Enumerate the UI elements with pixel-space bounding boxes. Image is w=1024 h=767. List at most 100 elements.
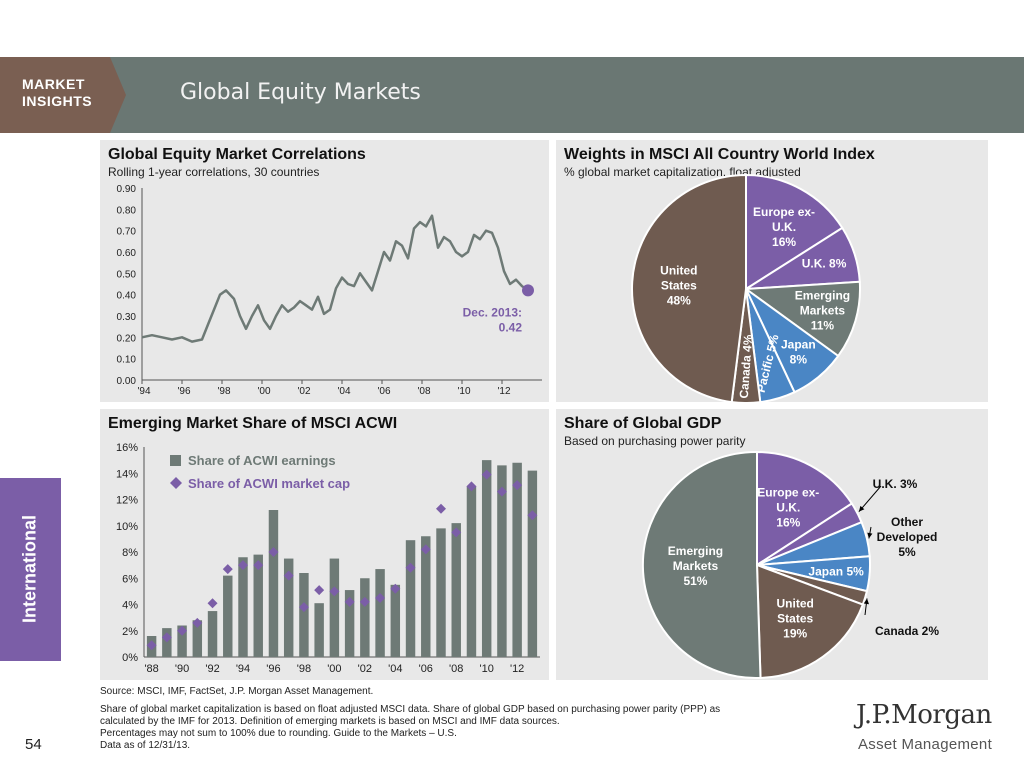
- x-tick-label: '94: [236, 663, 250, 675]
- x-tick-label: '92: [205, 663, 219, 675]
- earnings-bar: [390, 584, 401, 657]
- market-cap-marker: [496, 486, 507, 497]
- em-share-panel: Emerging Market Share of MSCI ACWI 0% 2% 4…: [100, 409, 549, 680]
- y-tick-label: 14%: [116, 468, 138, 480]
- pie-label-line: United: [777, 596, 814, 610]
- earnings-bar: [177, 625, 187, 657]
- legend-label-market-cap: Share of ACWI market cap: [188, 476, 350, 491]
- x-tick-label: '88: [144, 663, 158, 675]
- earnings-bar: [299, 573, 309, 657]
- market-cap-marker: [329, 586, 340, 597]
- x-tick-label: '08: [417, 386, 430, 397]
- y-tick-label: 0.00: [117, 376, 137, 387]
- y-tick-label: 0.80: [117, 205, 137, 216]
- pie-slice-label: Europe ex-U.K.16%: [753, 205, 815, 249]
- pie-label-line: U.K. 3%: [873, 477, 918, 491]
- earnings-bar: [481, 460, 492, 657]
- logo-wordmark: J.P.Morgan: [856, 700, 992, 730]
- pie-slice-label: Europe ex-U.K.16%: [757, 485, 819, 529]
- pie-slice: [730, 288, 762, 402]
- brand-line-2: INSIGHTS: [22, 93, 93, 109]
- earnings-bar: [466, 486, 477, 657]
- y-tick-label: 0.90: [117, 184, 137, 195]
- x-tick-label: '00: [327, 663, 341, 675]
- y-tick-label: 0.50: [117, 269, 137, 280]
- market-cap-marker: [146, 640, 157, 651]
- x-tick-label: '94: [137, 386, 150, 397]
- correlations-chart: 0.00 0.10 0.20 0.30 0.40 0.50 0.60 0.70 0.80 0.90…: [117, 184, 542, 397]
- pie-slice-label: U.K. 3%: [873, 477, 918, 491]
- pie-slice-label: Canada 2%: [875, 624, 939, 638]
- earnings-bar: [421, 536, 431, 657]
- x-tick-label: '02: [358, 663, 372, 675]
- pie-label-line: 19%: [783, 626, 807, 640]
- pie-leader-arrow: [863, 598, 869, 605]
- msci-weights-chart: Europe ex-U.K.16%U.K. 8%EmergingMarkets1…: [631, 173, 862, 402]
- section-tab: [0, 478, 61, 661]
- market-cap-marker: [253, 560, 264, 571]
- y-tick-label: 0.30: [117, 312, 137, 323]
- legend-swatch-market-cap: [170, 477, 182, 489]
- pie-label-line: Japan 5%: [808, 564, 864, 578]
- pie-label-line: Canada 4%: [737, 334, 755, 399]
- earnings-bar: [192, 620, 203, 657]
- x-tick-label: '12: [510, 663, 524, 675]
- msci-weights-panel: Weights in MSCI All Country World Index …: [556, 140, 988, 402]
- y-tick-label: 0.40: [117, 291, 137, 302]
- market-cap-marker: [177, 625, 188, 636]
- pie-label-line: Markets: [673, 559, 719, 573]
- y-tick-label: 2%: [122, 626, 138, 638]
- brand-tab: [0, 57, 110, 133]
- pie-label-line: 16%: [776, 515, 800, 529]
- earnings-bar: [223, 575, 233, 657]
- pie-leader-arrow: [858, 505, 865, 512]
- market-cap-marker: [268, 547, 279, 557]
- pie-label-line: 48%: [667, 293, 691, 307]
- x-tick-label: '90: [175, 663, 189, 675]
- y-tick-label: 6%: [122, 573, 138, 585]
- earnings-bar: [253, 554, 263, 657]
- earnings-bar: [329, 558, 340, 657]
- dec-2013-marker: [522, 284, 534, 297]
- earnings-bar: [314, 603, 324, 657]
- pie-slice: [631, 173, 747, 402]
- pie-label-line: Emerging: [668, 544, 723, 558]
- x-tick-label: '98: [217, 386, 230, 397]
- pie-slice-label: Canada 4%: [737, 334, 755, 399]
- market-cap-marker: [512, 480, 523, 491]
- logo-subtitle: Asset Management: [858, 736, 993, 753]
- brand-tab-arrow: [110, 57, 126, 133]
- pie-label-line: 51%: [683, 574, 707, 588]
- market-cap-marker: [192, 617, 203, 628]
- earnings-bar: [375, 569, 385, 657]
- footnotes: Source: MSCI, IMF, FactSet, J.P. Morgan …: [100, 686, 840, 752]
- market-cap-marker: [238, 560, 248, 571]
- pie-label-line: 5%: [898, 545, 916, 559]
- pie-slice: [745, 288, 796, 402]
- earnings-bar: [283, 558, 294, 657]
- market-cap-marker: [298, 602, 309, 613]
- page-title: Global Equity Markets: [180, 80, 421, 105]
- pie-label-line: 11%: [811, 319, 835, 333]
- x-tick-label: '96: [266, 663, 280, 675]
- x-tick-label: '10: [457, 386, 470, 397]
- footnote-line: calculated by the IMF for 2013. Definiti…: [100, 716, 560, 727]
- correlations-title: Global Equity Market Correlations: [108, 146, 366, 163]
- pie-slice-label: Japan 5%: [808, 564, 864, 578]
- market-cap-marker: [375, 592, 386, 603]
- earnings-bar: [207, 611, 218, 657]
- market-cap-marker: [207, 598, 218, 609]
- pie-label-line: U.K.: [772, 220, 796, 234]
- earnings-bar: [527, 470, 538, 657]
- pie-label-line: Markets: [800, 304, 846, 318]
- pie-label-line: U.K.: [776, 500, 800, 514]
- market-cap-marker: [527, 510, 538, 521]
- pie-slice: [755, 563, 865, 679]
- x-tick-label: '00: [257, 386, 270, 397]
- pie-slice: [756, 450, 854, 567]
- x-tick-label: '06: [419, 663, 433, 675]
- earnings-bar: [436, 528, 446, 657]
